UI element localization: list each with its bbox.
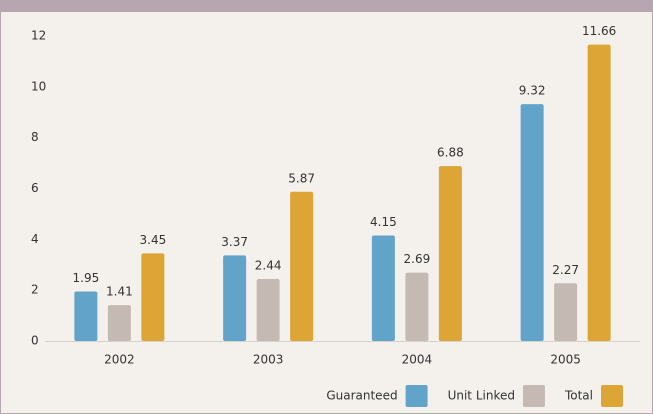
bar	[290, 191, 314, 341]
legend-label: Total	[564, 389, 593, 403]
legend-swatch	[405, 385, 428, 407]
bar	[520, 104, 544, 341]
value-label: 6.88	[437, 146, 464, 160]
y-tick-label: 6	[31, 181, 39, 195]
bar	[554, 283, 578, 341]
x-tick-label: 2005	[550, 353, 581, 367]
value-label: 3.45	[140, 233, 167, 247]
value-label: 2.69	[404, 252, 431, 266]
bar	[587, 44, 611, 342]
bar	[107, 305, 131, 341]
top-band	[0, 0, 653, 12]
value-label: 3.37	[221, 235, 248, 249]
y-tick-label: 4	[31, 232, 39, 246]
value-label: 11.66	[582, 24, 616, 38]
value-label: 1.41	[106, 285, 133, 299]
value-label: 9.32	[519, 84, 546, 98]
y-tick-label: 12	[31, 29, 46, 43]
bar	[438, 166, 462, 341]
legend-label: Unit Linked	[448, 389, 515, 403]
bar	[256, 278, 280, 341]
value-label: 5.87	[288, 171, 315, 185]
y-tick-label: 10	[31, 79, 46, 93]
legend-swatch	[522, 385, 545, 407]
bar	[223, 255, 247, 341]
value-label: 2.44	[255, 258, 282, 272]
value-label: 4.15	[370, 215, 397, 229]
bar	[74, 291, 98, 341]
x-tick-label: 2002	[104, 353, 135, 367]
value-label: 1.95	[73, 271, 100, 285]
value-label: 2.27	[552, 263, 579, 277]
legend-label: Guaranteed	[326, 389, 397, 403]
x-tick-label: 2004	[402, 353, 433, 367]
bar	[141, 253, 165, 341]
y-tick-label: 8	[31, 130, 39, 144]
bar	[371, 235, 395, 341]
bar	[405, 272, 429, 341]
y-tick-label: 2	[31, 283, 39, 297]
legend-swatch	[601, 385, 623, 407]
x-tick-label: 2003	[253, 353, 284, 367]
y-tick-label: 0	[31, 334, 39, 348]
